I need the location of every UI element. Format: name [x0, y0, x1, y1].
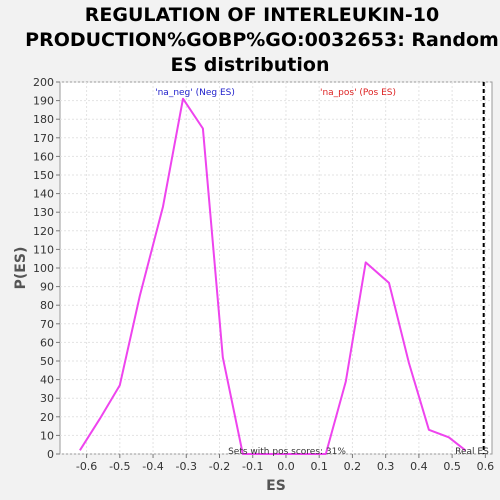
x-axis-label: ES [266, 478, 286, 494]
y-tick-label: 170 [33, 132, 54, 145]
y-tick-label: 200 [33, 76, 54, 89]
x-tick-label: 0.0 [277, 460, 295, 473]
series-layer [79, 97, 467, 455]
axis-ticks: 0 10 20 30 40 50 60 70 80 90 100 110 120 130 140 150 160… [33, 76, 494, 473]
grid-lines [60, 81, 492, 455]
pos-es-label: 'na_pos' (Pos ES) [320, 88, 396, 98]
y-axis-label: P(ES) [13, 247, 29, 290]
y-tick-label: 160 [33, 150, 54, 163]
y-tick-label: 20 [40, 411, 54, 424]
pos-scores-label: Sets with pos scores: 31% [228, 447, 346, 457]
y-tick-label: 90 [40, 281, 54, 294]
y-tick-label: 10 [40, 429, 54, 442]
y-tick-label: 0 [47, 448, 54, 461]
x-tick-label: 0.6 [477, 460, 495, 473]
x-tick-label: -0.6 [76, 460, 97, 473]
y-tick-label: 150 [33, 169, 54, 182]
y-tick-label: 60 [40, 336, 54, 349]
x-tick-label: -0.4 [142, 460, 163, 473]
chart-title-line-1: REGULATION OF INTERLEUKIN-10 [85, 4, 440, 26]
y-tick-label: 40 [40, 374, 54, 387]
es-distribution-line [79, 97, 467, 455]
y-tick-label: 140 [33, 188, 54, 201]
x-tick-label: 0.5 [443, 460, 461, 473]
x-tick-label: -0.1 [242, 460, 263, 473]
chart-title-line-2: PRODUCTION%GOBP%GO:0032653: Random [25, 29, 499, 51]
y-tick-label: 50 [40, 355, 54, 368]
y-tick-label: 110 [33, 243, 54, 256]
y-tick-label: 30 [40, 392, 54, 405]
x-tick-label: 0.1 [310, 460, 328, 473]
real-es-label: Real ES [455, 447, 489, 457]
y-tick-label: 100 [33, 262, 54, 275]
x-tick-label: 0.3 [377, 460, 395, 473]
y-tick-label: 80 [40, 299, 54, 312]
y-tick-label: 120 [33, 225, 54, 238]
y-tick-label: 180 [33, 113, 54, 126]
x-tick-label: 0.4 [410, 460, 428, 473]
x-tick-label: -0.2 [209, 460, 230, 473]
x-tick-label: 0.2 [344, 460, 362, 473]
y-tick-label: 190 [33, 95, 54, 108]
x-tick-label: -0.3 [176, 460, 197, 473]
chart-title-line-3: ES distribution [171, 54, 330, 76]
x-tick-label: -0.5 [109, 460, 130, 473]
y-tick-label: 70 [40, 318, 54, 331]
neg-es-label: 'na_neg' (Neg ES) [155, 88, 235, 98]
y-tick-label: 130 [33, 206, 54, 219]
